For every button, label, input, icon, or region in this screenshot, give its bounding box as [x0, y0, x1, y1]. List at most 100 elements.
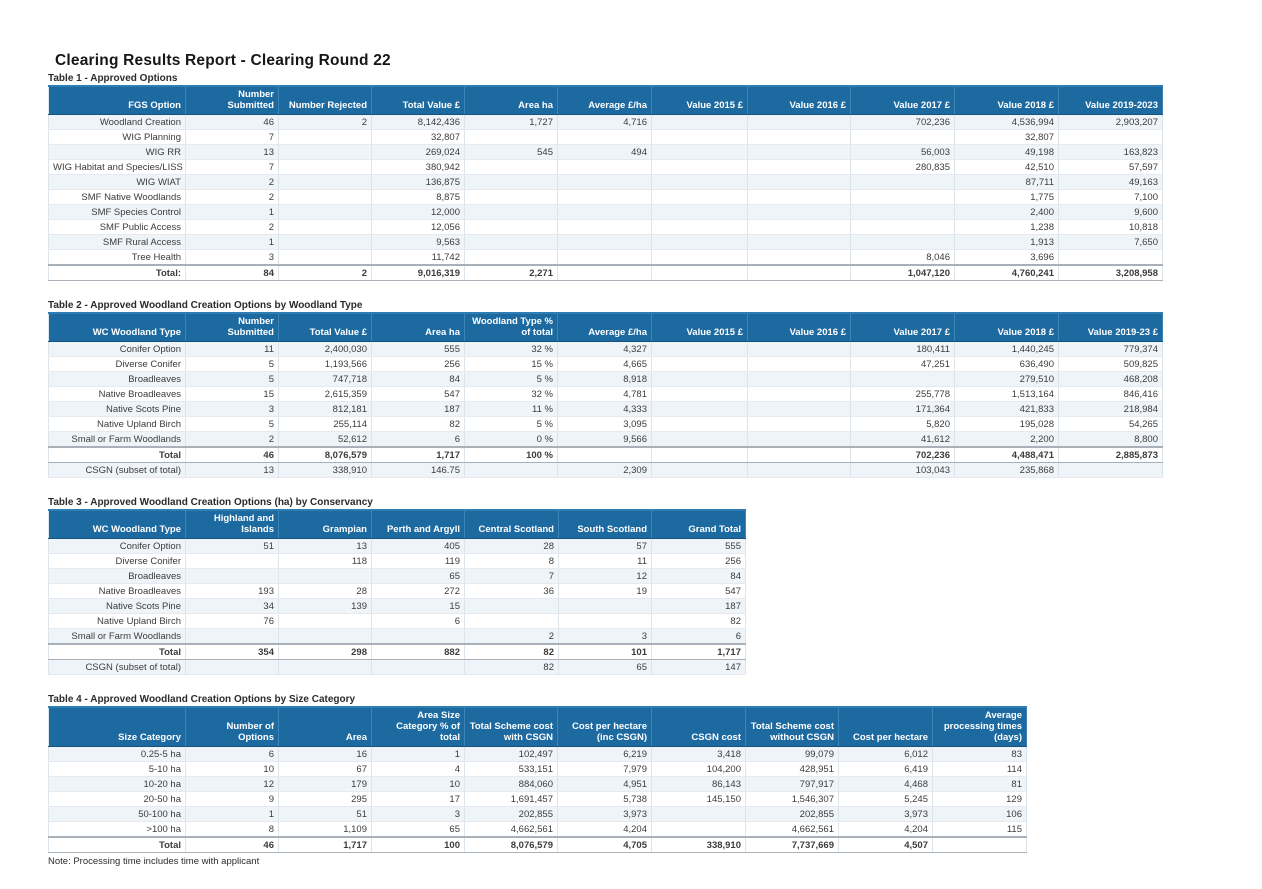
value-cell: 4,468 [838, 776, 933, 792]
value-cell: 8 [464, 553, 559, 569]
value-cell: 1,047,120 [850, 264, 955, 281]
value-cell [747, 401, 851, 417]
value-cell: 11 % [464, 401, 558, 417]
value-cell [278, 204, 372, 220]
value-cell: 65 [371, 568, 465, 584]
value-cell [651, 446, 748, 463]
value-cell [185, 659, 279, 675]
value-cell: 7 [464, 568, 559, 584]
column-header: Cost per hectare (inc CSGN) [557, 706, 652, 747]
value-cell: 1,440,245 [954, 341, 1059, 357]
value-cell [464, 204, 558, 220]
value-cell: 49,163 [1058, 174, 1163, 190]
value-cell: 82 [371, 416, 465, 432]
value-cell: 4,488,471 [954, 446, 1059, 463]
value-cell: 65 [558, 659, 652, 675]
value-cell: 15 [371, 598, 465, 614]
value-cell: 1,913 [954, 234, 1059, 250]
total-row: Total: 84 2 9,016,319 2,271 1,047,120 4,760,24… [48, 264, 1163, 281]
value-cell: 13 [185, 462, 279, 478]
table-row: SMF Public Access 2 12,056 1,238 10,818 [48, 219, 1163, 235]
value-cell: 6 [651, 628, 746, 645]
processing-time-note: Note: Processing time includes time with… [48, 856, 260, 867]
table-row: Small or Farm Woodlands 2 3 6 [48, 628, 746, 645]
value-cell: 32 % [464, 341, 558, 357]
value-cell: 42,510 [954, 159, 1059, 175]
value-cell: 4,662,561 [464, 821, 558, 838]
table-row: 20-50 ha 9 295 17 1,691,457 5,738 145,150 1,546… [48, 791, 1027, 807]
value-cell: 180,411 [850, 341, 955, 357]
value-cell: 421,833 [954, 401, 1059, 417]
column-header: Number Rejected [278, 85, 372, 115]
value-cell: 9 [185, 791, 279, 807]
row-label-cell: WIG Habitat and Species/LISS [48, 159, 186, 175]
value-cell: 15 [185, 386, 279, 402]
table-row: WIG Habitat and Species/LISS 7 380,942 280,… [48, 159, 1163, 175]
value-cell: 147 [651, 659, 746, 675]
value-cell: 256 [651, 553, 746, 569]
value-cell: 3,973 [838, 806, 933, 822]
value-cell: 145,150 [651, 791, 746, 807]
value-cell: 4,327 [557, 341, 652, 357]
value-cell: 11,742 [371, 249, 465, 266]
value-cell: 5 % [464, 416, 558, 432]
value-cell [651, 204, 748, 220]
value-cell: 2,400 [954, 204, 1059, 220]
value-cell: 0 % [464, 431, 558, 448]
value-cell: 146.75 [371, 462, 465, 478]
value-cell [651, 821, 746, 838]
column-header: Value 2019-2023 [1058, 85, 1163, 115]
value-cell [747, 114, 851, 130]
table-row: Native Broadleaves 15 2,615,359 547 32 % 4,78… [48, 386, 1163, 402]
value-cell: 3 [185, 401, 279, 417]
value-cell: 8,800 [1058, 431, 1163, 448]
value-cell: 8,142,436 [371, 114, 465, 130]
value-cell: 171,364 [850, 401, 955, 417]
value-cell: 4,665 [557, 356, 652, 372]
table-row: Broadleaves 65 7 12 84 [48, 568, 746, 584]
value-cell: 139 [278, 598, 372, 614]
column-header: Total Value £ [278, 312, 372, 342]
row-label-cell: Diverse Conifer [48, 356, 186, 372]
value-cell [651, 371, 748, 387]
row-label-cell: 10-20 ha [48, 776, 186, 792]
value-cell [557, 159, 652, 175]
value-cell: 34 [185, 598, 279, 614]
value-cell: 8 [185, 821, 279, 838]
value-cell: 8,046 [850, 249, 955, 266]
value-cell [850, 219, 955, 235]
header-row: Size Category Number of Options Area Area S… [48, 706, 1027, 747]
value-cell: 2,615,359 [278, 386, 372, 402]
value-cell [371, 659, 465, 675]
table-row: Woodland Creation 46 2 8,142,436 1,727 4,716 7… [48, 114, 1163, 130]
column-header: Highland and Islands [185, 509, 279, 539]
value-cell: 51 [278, 806, 372, 822]
value-cell [651, 416, 748, 432]
table-row: Native Scots Pine 34 139 15 187 [48, 598, 746, 614]
value-cell: 9,600 [1058, 204, 1163, 220]
value-cell: 16 [278, 746, 372, 762]
page-title: Clearing Results Report - Clearing Round… [55, 52, 391, 69]
value-cell: 1,513,164 [954, 386, 1059, 402]
value-cell: 82 [651, 613, 746, 629]
row-label-cell: Native Upland Birch [48, 613, 186, 629]
value-cell [185, 628, 279, 645]
value-cell: 99,079 [745, 746, 839, 762]
value-cell: 32 % [464, 386, 558, 402]
value-cell: 8,076,579 [464, 836, 558, 853]
value-cell [651, 264, 748, 281]
value-cell: 1,691,457 [464, 791, 558, 807]
value-cell: 4,716 [557, 114, 652, 130]
value-cell: 1 [185, 806, 279, 822]
value-cell: 7,979 [557, 761, 652, 777]
column-header: Area [278, 706, 372, 747]
value-cell [278, 174, 372, 190]
value-cell: 5,820 [850, 416, 955, 432]
value-cell: 1,109 [278, 821, 372, 838]
value-cell: 76 [185, 613, 279, 629]
column-header: Woodland Type % of total [464, 312, 558, 342]
value-cell [464, 249, 558, 266]
value-cell: 32,807 [371, 129, 465, 145]
table-section-woodland-type: Table 2 - Approved Woodland Creation Opt… [48, 300, 1262, 478]
value-cell: 2 [185, 189, 279, 205]
